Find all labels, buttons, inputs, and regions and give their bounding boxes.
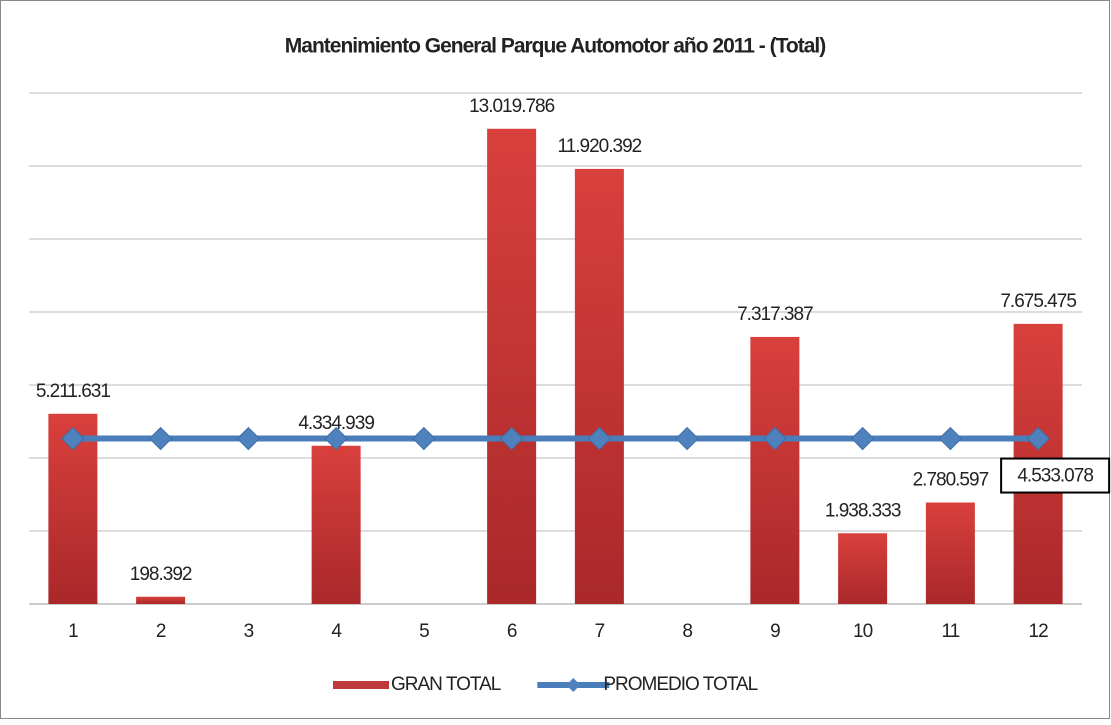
data-label: 1.938.333: [825, 500, 901, 521]
x-tick-label: 6: [507, 621, 517, 642]
marker: [763, 426, 787, 451]
legend-label: PROMEDIO TOTAL: [603, 674, 757, 695]
marker: [1026, 426, 1050, 451]
x-tick-label: 3: [244, 621, 254, 642]
marker: [148, 426, 173, 451]
marker: [412, 426, 436, 451]
x-tick-label: 5: [419, 621, 429, 642]
bar: [487, 128, 537, 604]
marker: [938, 426, 963, 451]
x-tick-label: 11: [942, 621, 960, 642]
x-tick-label: 8: [682, 621, 692, 642]
marker: [587, 426, 612, 451]
x-tick-label: 2: [156, 621, 166, 642]
bar: [838, 533, 888, 604]
bar: [750, 336, 800, 604]
data-label: 2.780.597: [913, 470, 989, 491]
x-tick-label: 10: [853, 621, 873, 642]
marker: [236, 426, 261, 451]
bar: [925, 502, 975, 604]
bar: [136, 596, 186, 604]
x-tick-label: 12: [1029, 621, 1049, 642]
x-tick-label: 9: [770, 621, 780, 642]
data-label: 7.317.387: [737, 304, 813, 325]
data-label: 198.392: [130, 564, 192, 585]
x-tick-label: 1: [68, 621, 78, 642]
x-tick-label: 4: [331, 621, 342, 642]
data-label: 5.211.631: [36, 381, 111, 402]
chart-title: Mantenimiento General Parque Automotor a…: [285, 35, 825, 58]
data-label: 11.920.392: [558, 136, 642, 157]
marker: [499, 426, 524, 451]
legend-swatch: [333, 681, 389, 689]
marker: [324, 426, 348, 451]
data-label-box: [1000, 457, 1111, 494]
data-label: 13.019.786: [469, 96, 555, 117]
bar: [574, 168, 624, 604]
bar: [311, 445, 361, 604]
legend-marker: [566, 678, 581, 692]
marker: [675, 426, 699, 451]
x-tick-label: 7: [595, 621, 605, 642]
data-label: 4.334.939: [298, 413, 374, 434]
marker: [61, 426, 85, 451]
data-label: 7.675.475: [1000, 291, 1076, 312]
legend-label: GRAN TOTAL: [391, 674, 501, 695]
marker: [850, 426, 875, 451]
data-label: 4.533.078: [1017, 466, 1093, 487]
